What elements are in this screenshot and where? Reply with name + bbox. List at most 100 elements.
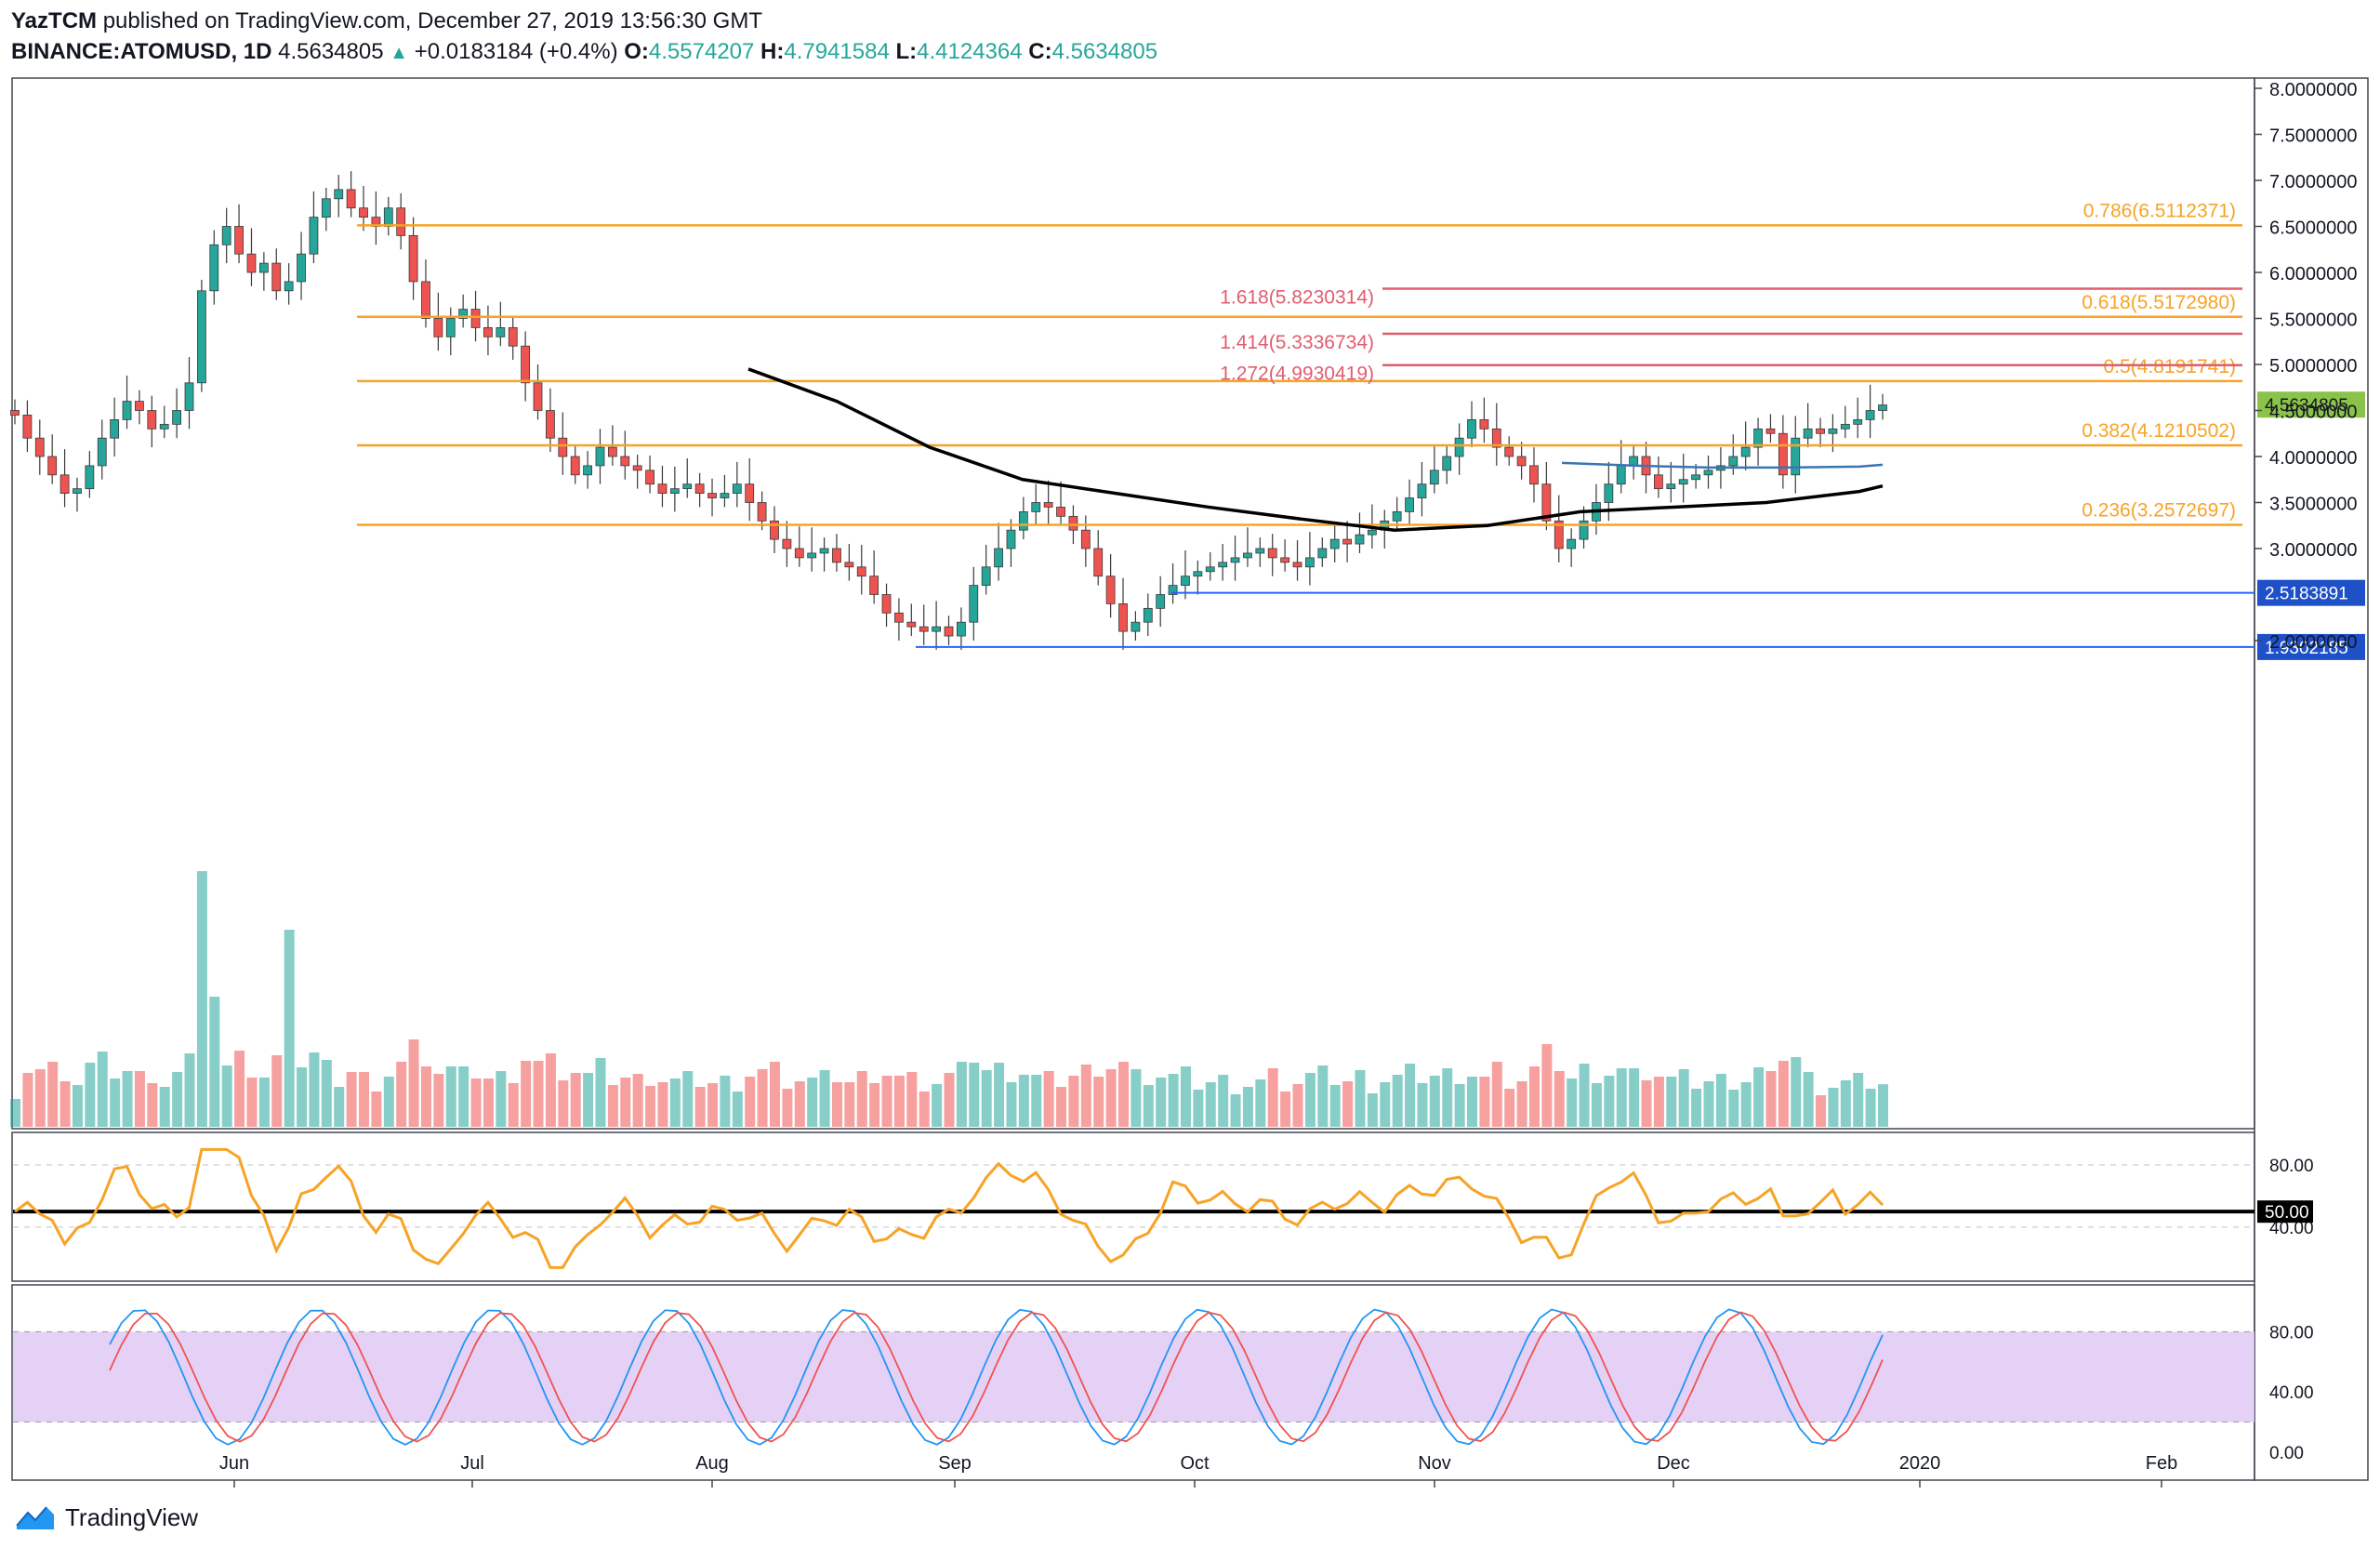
candle-up bbox=[221, 226, 231, 245]
volume-bar-down bbox=[134, 1071, 145, 1127]
price-axis[interactable]: 8.0000000 7.5000000 7.0000000 6.5000000 6.00… bbox=[2254, 80, 2358, 653]
volume-bar-up bbox=[209, 997, 220, 1127]
volume-bar-up bbox=[321, 1060, 332, 1127]
volume-bar-down bbox=[521, 1061, 532, 1127]
candle-down bbox=[1118, 603, 1128, 632]
candle-up bbox=[682, 483, 693, 490]
volume-bar-down bbox=[831, 1082, 842, 1127]
candle-down bbox=[234, 226, 244, 255]
volume-bar-down bbox=[1292, 1084, 1303, 1127]
candle-up bbox=[583, 465, 592, 476]
candle-up bbox=[1405, 497, 1414, 512]
time-tick-label: Jun bbox=[219, 1453, 249, 1474]
price-tick-label: 5.0000000 bbox=[2269, 356, 2358, 377]
volume-bar-up bbox=[1018, 1075, 1029, 1127]
price-tick-label: 6.5000000 bbox=[2269, 218, 2358, 239]
candle-up bbox=[819, 548, 829, 554]
candle-up bbox=[1255, 548, 1265, 554]
candle-up bbox=[1329, 538, 1340, 549]
candle-up bbox=[321, 198, 331, 218]
volume-bar-down bbox=[346, 1072, 357, 1127]
candle-down bbox=[844, 562, 854, 568]
volume-bar-up bbox=[1567, 1078, 1578, 1127]
candle-down bbox=[620, 456, 630, 467]
candle-up bbox=[383, 207, 393, 227]
symbol-name[interactable]: BINANCE:ATOMUSD, 1D bbox=[11, 39, 272, 64]
candle-down bbox=[421, 281, 430, 319]
volume-bar-up bbox=[297, 1067, 308, 1127]
fib-retracement-label: 0.618(5.5172980) bbox=[2082, 292, 2236, 313]
volume-bar-up bbox=[1355, 1070, 1366, 1127]
candle-down bbox=[34, 437, 45, 457]
fib-retracement-label: 0.236(3.2572697) bbox=[2082, 500, 2236, 522]
candle-up bbox=[1392, 511, 1402, 522]
time-axis[interactable]: Jun Jul Aug Sep Oct Nov Dec 2020 Feb bbox=[219, 1453, 2177, 1488]
support-price-tag bbox=[2257, 633, 2365, 660]
volume-bar-down bbox=[1093, 1077, 1104, 1127]
volume-bar-up bbox=[1791, 1057, 1802, 1127]
open-value: 4.5574207 bbox=[648, 39, 755, 64]
volume-bar-up bbox=[1329, 1085, 1341, 1127]
volume-bar-up bbox=[1753, 1067, 1765, 1127]
candle-down bbox=[645, 470, 654, 485]
footer-logo[interactable]: TradingView bbox=[15, 1499, 198, 1536]
volume-bar-down bbox=[1641, 1080, 1652, 1127]
candle-down bbox=[770, 520, 779, 540]
low-value: 4.4124364 bbox=[917, 39, 1023, 64]
volume-bar-up bbox=[445, 1066, 456, 1127]
candle-up bbox=[932, 626, 942, 632]
volume-bar-up bbox=[1193, 1090, 1204, 1127]
candle-down bbox=[1093, 548, 1104, 577]
candle-up bbox=[1753, 428, 1763, 448]
tradingview-logo-icon bbox=[16, 1506, 54, 1529]
volume-bar-up bbox=[1442, 1068, 1453, 1127]
volume-bar-down bbox=[745, 1077, 756, 1127]
candle-down bbox=[1080, 529, 1091, 549]
volume-bar-down bbox=[1118, 1062, 1130, 1127]
volume-bar-up bbox=[334, 1087, 345, 1127]
candle-up bbox=[1703, 470, 1713, 476]
candle-up bbox=[1728, 456, 1739, 467]
volume-bar-down bbox=[271, 1055, 283, 1127]
candle-up bbox=[1803, 428, 1813, 439]
volume-bar-down bbox=[1528, 1066, 1540, 1127]
volume-bar-down bbox=[844, 1082, 855, 1127]
candle-up bbox=[458, 309, 469, 319]
volume-bar-down bbox=[1043, 1071, 1054, 1127]
volume-bar-up bbox=[669, 1078, 681, 1127]
volume-bar-up bbox=[72, 1085, 83, 1127]
volume-bar-up bbox=[258, 1078, 270, 1127]
volume-bar-up bbox=[1230, 1094, 1241, 1127]
volume-bar-down bbox=[794, 1081, 805, 1127]
price-tick-label: 4.0000000 bbox=[2269, 448, 2358, 469]
candle-up bbox=[981, 566, 991, 586]
volume-bar-down bbox=[919, 1092, 930, 1127]
volume-bar-down bbox=[881, 1076, 892, 1127]
publish-line: YazTCM published on TradingView.com, Dec… bbox=[11, 6, 1406, 36]
volume-bar-up bbox=[458, 1066, 469, 1127]
volume-bar-up bbox=[110, 1078, 121, 1127]
candle-down bbox=[894, 612, 904, 623]
volume-bar-down bbox=[906, 1072, 918, 1127]
candle-down bbox=[1292, 562, 1302, 568]
candle-up bbox=[1193, 571, 1203, 577]
volume-bar-down bbox=[782, 1089, 793, 1127]
price-tick-label: 5.5000000 bbox=[2269, 311, 2358, 331]
candle-up bbox=[1143, 607, 1153, 623]
candle-down bbox=[521, 345, 531, 384]
volume-bar-down bbox=[1068, 1076, 1079, 1127]
candle-up bbox=[196, 290, 206, 384]
ma-blue-line bbox=[1561, 461, 1884, 470]
volume-bar-up bbox=[1205, 1082, 1216, 1127]
ma-black-line bbox=[747, 367, 1884, 532]
candle-up bbox=[720, 493, 730, 498]
candle-down bbox=[396, 207, 406, 236]
volume-bar-down bbox=[1342, 1081, 1354, 1127]
candle-down bbox=[346, 189, 356, 209]
candle-up bbox=[1243, 552, 1252, 559]
author-name[interactable]: YazTCM bbox=[11, 8, 98, 33]
candle-up bbox=[807, 552, 817, 559]
candle-up bbox=[1865, 410, 1875, 420]
volume-bar-down bbox=[420, 1066, 431, 1127]
